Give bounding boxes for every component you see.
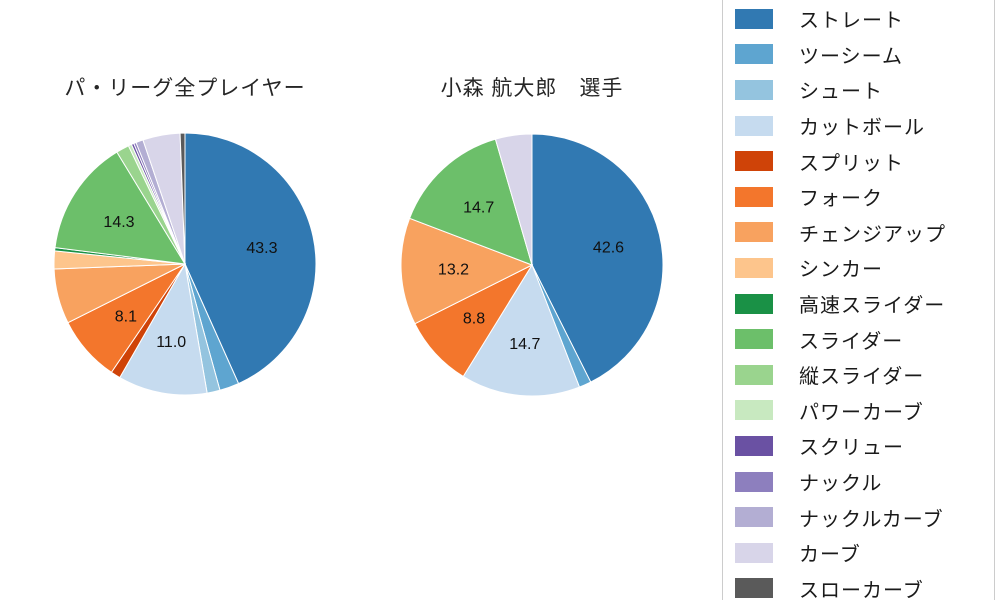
legend-item-label: スライダー (799, 330, 904, 353)
legend-item: フォーク (735, 179, 994, 215)
pie-slice (400, 217, 534, 325)
pie-slice (408, 138, 533, 266)
legend-item: カットボール (735, 108, 994, 144)
legend-item-label: カットボール (799, 117, 925, 140)
legend-swatch (735, 400, 773, 421)
legend-swatch (735, 329, 773, 350)
legend-swatch (735, 257, 773, 278)
legend-item: ツーシーム (735, 37, 994, 73)
pie-slice-label: 42.6 (593, 239, 624, 256)
pie-slice (494, 133, 533, 266)
legend-item-label: スプリット (799, 152, 904, 175)
pie-slice (184, 132, 317, 385)
legend-item: スクリュー (735, 428, 994, 464)
legend-swatch (735, 435, 773, 456)
legend-item: スライダー (735, 321, 994, 357)
pie-slice-label: 8.8 (463, 311, 485, 328)
legend-item-label: ナックルカーブ (799, 508, 944, 531)
legend-item: チェンジアップ (735, 215, 994, 251)
pie-slice-label: 14.7 (463, 200, 494, 217)
legend-swatch (735, 44, 773, 65)
legend-item-label: ツーシーム (799, 45, 903, 68)
pie-slice-label: 14.7 (509, 336, 540, 353)
legend-swatch (735, 79, 773, 100)
left-pie-title: パ・リーグ全プレイヤー (64, 77, 306, 100)
legend-item: カーブ (735, 535, 994, 571)
pie-slice (54, 151, 186, 265)
legend-swatch (735, 507, 773, 528)
legend-item-label: スローカーブ (799, 579, 924, 600)
legend-swatch (735, 186, 773, 207)
pie-slice (179, 132, 186, 265)
legend-swatch (735, 115, 773, 136)
legend-item-label: シュート (799, 81, 883, 104)
pie-slice-label: 11.0 (156, 334, 186, 351)
legend-item-label: スクリュー (799, 437, 904, 460)
legend-swatch (735, 578, 773, 599)
legend-item: スローカーブ (735, 571, 994, 600)
legend-item: スプリット (735, 143, 994, 179)
legend-item-label: ストレート (799, 10, 904, 33)
legend-item: 高速スライダー (735, 286, 994, 322)
pie-slice (531, 133, 664, 383)
legend: ストレートツーシームシュートカットボール スプリットフォークチェンジアップ シンカー… (722, 0, 995, 600)
legend-item-label: 高速スライダー (799, 295, 946, 318)
legend-item-label: 縦スライダー (799, 366, 925, 389)
legend-item-label: シンカー (799, 259, 883, 282)
legend-item: シンカー (735, 250, 994, 286)
legend-swatch (735, 151, 773, 172)
legend-item: ナックルカーブ (735, 499, 994, 535)
right-pie-title: 小森 航大郎 選手 (440, 77, 624, 100)
legend-swatch (735, 8, 773, 29)
legend-item: シュート (735, 72, 994, 108)
legend-swatch (735, 364, 773, 385)
pie-slice-label: 13.2 (438, 261, 469, 278)
legend-swatch (735, 293, 773, 314)
legend-swatch (735, 222, 773, 243)
pie-slice-label: 14.3 (103, 214, 134, 231)
legend-item: ナックル (735, 464, 994, 500)
pie-slice-label: 8.1 (115, 308, 137, 325)
pie-slice (119, 262, 208, 396)
legend-item: 縦スライダー (735, 357, 994, 393)
legend-item-label: チェンジアップ (799, 223, 946, 246)
legend-item: ストレート (735, 1, 994, 37)
legend-swatch (735, 542, 773, 563)
pie-slice-label: 43.3 (246, 240, 277, 257)
legend-item: パワーカーブ (735, 393, 994, 429)
pie-chart-league-all-players: 43.3 11.0 8.1 14.3 (53, 132, 317, 396)
pie-slice (462, 263, 581, 397)
legend-swatch (735, 471, 773, 492)
pie-chart-player: 42.6 14.7 8.8 13.2 14.7 (400, 133, 664, 397)
legend-item-label: パワーカーブ (799, 401, 924, 424)
legend-item-label: フォーク (799, 188, 883, 211)
legend-item-label: ナックル (799, 473, 883, 496)
legend-item-label: カーブ (799, 544, 861, 567)
